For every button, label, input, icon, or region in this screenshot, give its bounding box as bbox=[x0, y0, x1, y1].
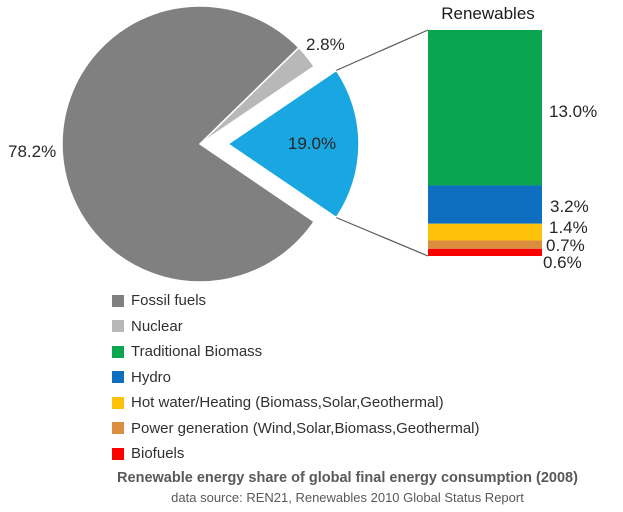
legend: Fossil fuels Nuclear Traditional Biomass Hy… bbox=[112, 288, 480, 467]
legend-label: Fossil fuels bbox=[131, 292, 207, 310]
pie-label-fossil-fuels: 78.2% bbox=[8, 142, 57, 161]
legend-label: Biofuels bbox=[131, 445, 185, 463]
bar-segment-traditional-biomass bbox=[428, 30, 542, 186]
pie-slice-fossil-fuels bbox=[61, 5, 315, 283]
connector-line-top bbox=[336, 29, 429, 71]
legend-swatch-icon bbox=[112, 320, 124, 333]
legend-label: Hydro bbox=[131, 368, 172, 386]
legend-label: Hot water/Heating (Biomass,Solar,Geother… bbox=[131, 394, 444, 412]
legend-label: Power generation (Wind,Solar,Biomass,Geo… bbox=[131, 419, 480, 437]
bar-label-hot-water-heating: 1.4% bbox=[549, 218, 588, 237]
legend-item-nuclear: Nuclear bbox=[112, 314, 480, 340]
bar-segment-hot-water-heating-biomass-solar-geothermal bbox=[428, 223, 542, 241]
legend-swatch-icon bbox=[112, 396, 124, 409]
legend-item-fossil-fuels: Fossil fuels bbox=[112, 288, 480, 314]
bar-label-traditional-biomass: 13.0% bbox=[549, 102, 598, 121]
legend-swatch-icon bbox=[112, 447, 124, 460]
legend-swatch-icon bbox=[112, 345, 124, 358]
pie-label-renewables: 19.0% bbox=[287, 134, 337, 153]
pie-label-nuclear: 2.8% bbox=[306, 35, 345, 54]
bar-segment-biofuels bbox=[428, 248, 542, 256]
connector-line-bottom bbox=[336, 217, 429, 257]
legend-item-hot-water-heating-biomass-solar-geothermal: Hot water/Heating (Biomass,Solar,Geother… bbox=[112, 390, 480, 416]
legend-swatch-icon bbox=[112, 422, 124, 435]
legend-label: Nuclear bbox=[131, 317, 183, 335]
legend-item-traditional-biomass: Traditional Biomass bbox=[112, 339, 480, 365]
legend-item-biofuels: Biofuels bbox=[112, 441, 480, 467]
bar-label-power-generation: 0.7% bbox=[546, 236, 585, 255]
pie-slice-nuclear bbox=[199, 46, 315, 145]
data-source-note: data source: REN21, Renewables 2010 Glob… bbox=[171, 490, 524, 505]
chart-caption: Renewable energy share of global final e… bbox=[117, 470, 578, 486]
pie-slice-renewables bbox=[227, 69, 360, 219]
legend-label: Traditional Biomass bbox=[131, 343, 263, 361]
legend-swatch-icon bbox=[112, 371, 124, 384]
bar-segment-power-generation-wind-solar-biomass-geothermal bbox=[428, 240, 542, 249]
bar-label-biofuels: 0.6% bbox=[543, 253, 582, 272]
legend-item-hydro: Hydro bbox=[112, 365, 480, 391]
bar-label-hydro: 3.2% bbox=[550, 197, 589, 216]
legend-swatch-icon bbox=[112, 294, 124, 307]
legend-item-power-generation-wind-solar-biomass-geothermal: Power generation (Wind,Solar,Biomass,Geo… bbox=[112, 416, 480, 442]
bar-segment-hydro bbox=[428, 185, 542, 224]
bar-title-renewables: Renewables bbox=[441, 4, 535, 23]
